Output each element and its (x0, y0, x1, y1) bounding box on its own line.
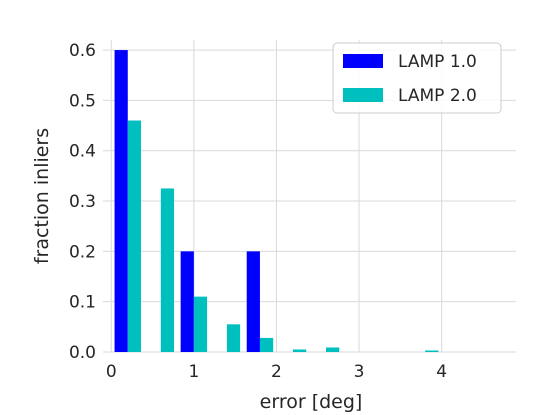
legend-swatch-lamp-1 (343, 54, 383, 68)
bar-lamp-2-0-0 (127, 120, 141, 352)
x-axis-ticks: 0 1 2 3 4 (106, 362, 447, 382)
x-axis-label: error [deg] (260, 391, 363, 413)
x-tick-label: 3 (354, 362, 365, 382)
x-tick-label: 0 (106, 362, 117, 382)
legend-label-lamp-1: LAMP 1.0 (398, 52, 477, 72)
bar-lamp-1-0-4 (246, 251, 260, 352)
y-tick-label: 0.4 (69, 142, 96, 162)
x-tick-label: 4 (436, 362, 447, 382)
bar-lamp-2-0-1 (160, 188, 175, 352)
bar-lamp-2-0-4 (259, 337, 274, 352)
y-tick-label: 0.3 (69, 192, 96, 212)
legend-label-lamp-2: LAMP 2.0 (398, 86, 477, 106)
legend-swatch-lamp-2 (343, 88, 383, 102)
bar-lamp-2-0-3 (226, 324, 241, 352)
bar-lamp-1-0-0 (114, 50, 128, 353)
bar-lamp-2-0-9 (425, 350, 439, 352)
y-axis-label: fraction inliers (31, 128, 53, 264)
bar-lamp-2-0-5 (292, 349, 307, 352)
y-axis-ticks: 0.0 0.1 0.2 0.3 0.4 0.5 0.6 (69, 41, 96, 363)
x-tick-label: 2 (271, 362, 282, 382)
y-tick-label: 0.1 (69, 293, 96, 313)
bars (114, 50, 439, 353)
y-tick-label: 0.5 (69, 91, 96, 111)
legend: LAMP 1.0 LAMP 2.0 (332, 42, 502, 114)
bar-lamp-2-0-2 (193, 296, 208, 352)
x-tick-label: 1 (188, 362, 199, 382)
y-tick-label: 0.0 (69, 343, 96, 363)
y-tick-label: 0.2 (69, 242, 96, 262)
bar-lamp-2-0-6 (326, 347, 340, 352)
bar-lamp-1-0-2 (180, 251, 194, 352)
y-tick-label: 0.6 (69, 41, 96, 61)
